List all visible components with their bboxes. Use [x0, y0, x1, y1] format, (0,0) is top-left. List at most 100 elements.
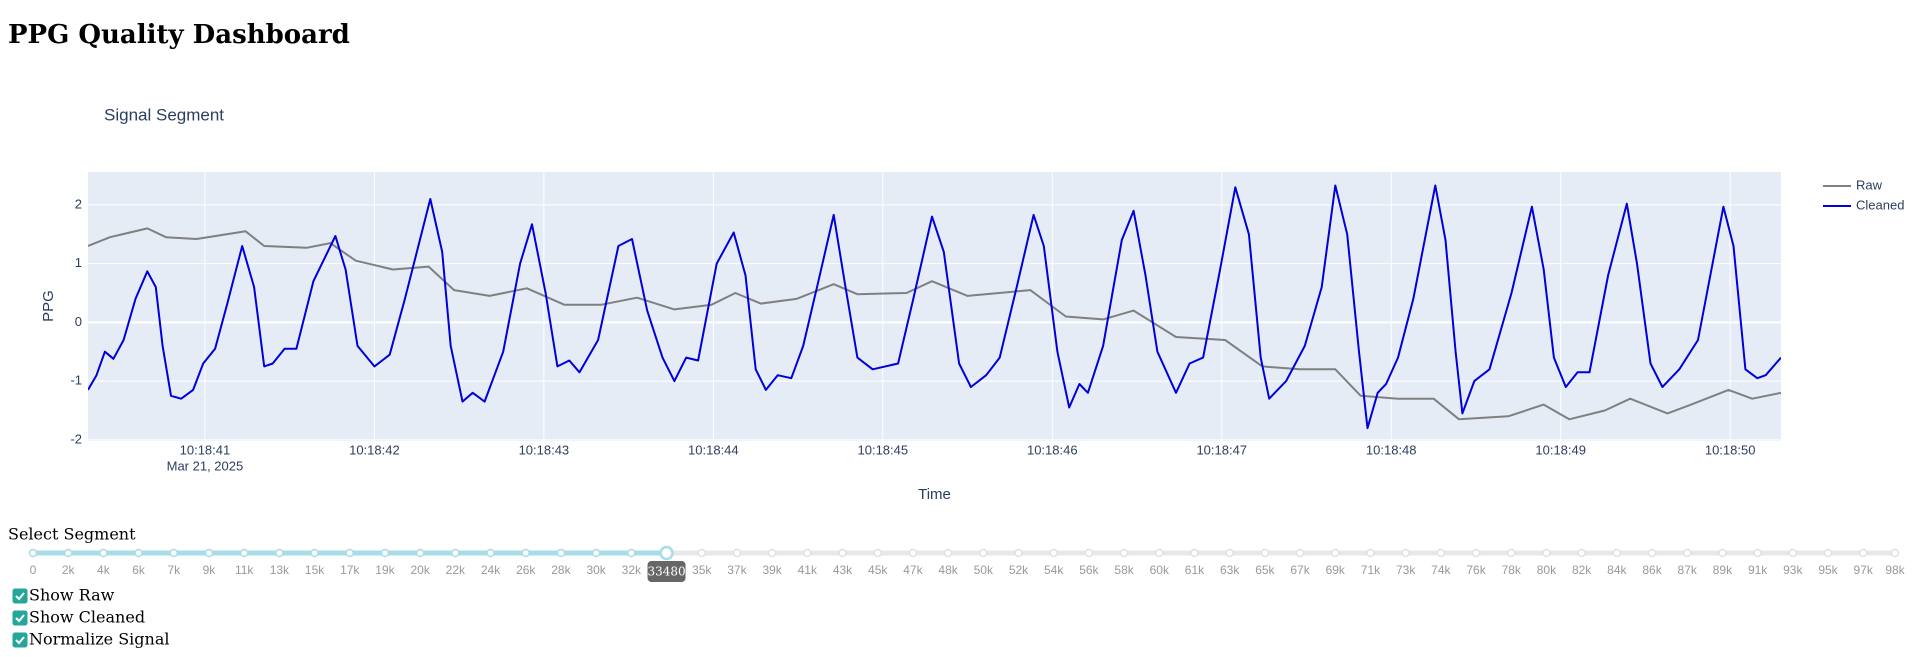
slider-mark-label[interactable]: 43k [833, 563, 853, 577]
slider-dot[interactable] [1542, 548, 1551, 558]
slider-mark-label[interactable]: 89k [1713, 563, 1733, 577]
slider-mark-label[interactable]: 84k [1607, 563, 1627, 577]
slider-dot[interactable] [134, 548, 143, 558]
slider-dot[interactable] [838, 548, 847, 558]
slider-mark-label[interactable]: 93k [1783, 563, 1803, 577]
slider-dot[interactable] [1436, 548, 1446, 558]
checkbox[interactable] [12, 588, 28, 604]
checkbox-label[interactable]: Normalize Signal [29, 630, 170, 649]
slider-dot[interactable] [310, 548, 319, 558]
slider-dot[interactable] [239, 548, 249, 558]
slider-dot[interactable] [1753, 548, 1762, 558]
slider-dot[interactable] [63, 548, 73, 558]
slider-mark-label[interactable]: 91k [1748, 563, 1768, 577]
slider-dot[interactable] [1788, 548, 1798, 558]
slider-dot[interactable] [204, 548, 214, 558]
slider-mark-label[interactable]: 11k [235, 563, 254, 577]
slider-dot[interactable] [732, 548, 742, 558]
slider-mark-label[interactable]: 35k [692, 563, 712, 577]
slider-mark-label[interactable]: 78k [1502, 563, 1522, 577]
slider-mark-label[interactable]: 2k [62, 563, 76, 577]
slider-handle[interactable] [659, 545, 674, 561]
slider-mark-label[interactable]: 74k [1431, 563, 1451, 577]
slider-dot[interactable] [1260, 548, 1270, 558]
slider-dot[interactable] [1471, 548, 1481, 558]
slider-mark-label[interactable]: 67k [1290, 563, 1310, 577]
slider-dot[interactable] [1401, 548, 1410, 558]
slider-dot[interactable] [28, 548, 38, 558]
slider-dot[interactable] [380, 548, 390, 558]
slider-dot[interactable] [1890, 548, 1900, 558]
slider-dot[interactable] [275, 548, 284, 558]
slider-mark-label[interactable]: 32k [622, 563, 642, 577]
slider-dot[interactable] [521, 548, 530, 558]
slider-mark-label[interactable]: 82k [1572, 563, 1592, 577]
slider-mark-label[interactable]: 4k [97, 563, 111, 577]
slider-dot[interactable] [627, 548, 636, 558]
checkbox-label[interactable]: Show Raw [29, 586, 115, 605]
slider-dot[interactable] [591, 548, 601, 558]
slider-dot[interactable] [1014, 548, 1023, 558]
slider-mark-label[interactable]: 30k [586, 563, 606, 577]
slider-dot[interactable] [697, 548, 706, 558]
slider-mark-label[interactable]: 56k [1079, 563, 1099, 577]
legend-label[interactable]: Raw [1856, 177, 1883, 192]
slider-mark-label[interactable]: 24k [481, 563, 501, 577]
slider-dot[interactable] [908, 548, 918, 558]
slider-mark-label[interactable]: 13k [270, 563, 290, 577]
slider-dot[interactable] [1084, 548, 1094, 558]
slider-dot[interactable] [1190, 548, 1199, 558]
slider-mark-label[interactable]: 20k [410, 563, 430, 577]
slider-dot[interactable] [1366, 548, 1375, 558]
slider-mark-label[interactable]: 60k [1150, 563, 1170, 577]
slider-dot[interactable] [451, 548, 460, 558]
slider-mark-label[interactable]: 45k [868, 563, 888, 577]
slider-dot[interactable] [1506, 548, 1516, 558]
slider-mark-label[interactable]: 39k [762, 563, 782, 577]
slider-dot[interactable] [99, 548, 108, 558]
slider-mark-label[interactable]: 0 [30, 563, 37, 577]
checkbox[interactable] [12, 632, 28, 648]
slider-dot[interactable] [1155, 548, 1164, 558]
slider-mark-label[interactable]: 54k [1044, 563, 1064, 577]
slider-mark-label[interactable]: 22k [446, 563, 466, 577]
slider-dot[interactable] [1049, 548, 1058, 558]
slider-dot[interactable] [1331, 548, 1340, 558]
slider-mark-label[interactable]: 73k [1396, 563, 1416, 577]
slider-mark-label[interactable]: 48k [938, 563, 958, 577]
slider-dot[interactable] [1119, 548, 1129, 558]
slider-mark-label[interactable]: 47k [903, 563, 923, 577]
slider-mark-label[interactable]: 80k [1537, 563, 1557, 577]
slider-mark-label[interactable]: 41k [798, 563, 818, 577]
legend-label[interactable]: Cleaned [1856, 197, 1904, 212]
slider-mark-label[interactable]: 61k [1185, 563, 1205, 577]
slider-mark-label[interactable]: 58k [1114, 563, 1134, 577]
slider-mark-label[interactable]: 86k [1642, 563, 1662, 577]
checkbox-label[interactable]: Show Cleaned [29, 608, 145, 627]
slider-mark-label[interactable]: 15k [305, 563, 325, 577]
slider-mark-label[interactable]: 7k [167, 563, 181, 577]
slider-mark-label[interactable]: 6k [132, 563, 146, 577]
slider-mark-label[interactable]: 37k [727, 563, 747, 577]
slider-dot[interactable] [1612, 548, 1622, 558]
slider-dot[interactable] [1823, 548, 1833, 558]
slider-dot[interactable] [943, 548, 953, 558]
slider-mark-label[interactable]: 95k [1818, 563, 1838, 577]
slider-mark-label[interactable]: 87k [1678, 563, 1698, 577]
slider-mark-label[interactable]: 76k [1466, 563, 1486, 577]
slider-dot[interactable] [767, 548, 777, 558]
slider-mark-label[interactable]: 50k [974, 563, 994, 577]
slider-dot[interactable] [1295, 548, 1305, 558]
slider-dot[interactable] [873, 548, 882, 558]
slider-mark-label[interactable]: 65k [1255, 563, 1275, 577]
slider-dot[interactable] [169, 548, 179, 558]
slider-mark-label[interactable]: 69k [1326, 563, 1346, 577]
slider-mark-label[interactable]: 17k [340, 563, 360, 577]
slider-dot[interactable] [1647, 548, 1657, 558]
slider-mark-label[interactable]: 9k [203, 563, 217, 577]
slider-mark-label[interactable]: 71k [1361, 563, 1381, 577]
slider-dot[interactable] [556, 548, 566, 558]
slider-dot[interactable] [1682, 548, 1692, 558]
slider-dot[interactable] [1858, 548, 1868, 558]
slider-dot[interactable] [486, 548, 495, 558]
